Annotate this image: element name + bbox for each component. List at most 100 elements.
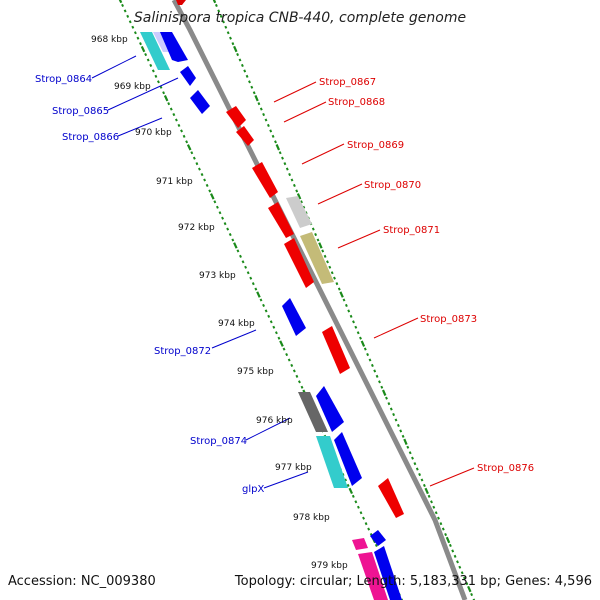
minor-tick [244,265,248,269]
minor-tick [182,134,186,138]
kbp-label: 968 kbp [91,35,128,45]
major-tick [140,45,146,53]
minor-tick [392,413,396,417]
minor-tick [213,200,217,204]
minor-tick [314,233,318,237]
gene-strop-0872[interactable] [282,298,306,336]
minor-tick [349,314,353,318]
backbone-line [171,0,468,600]
gene-label-strop-0873[interactable]: Strop_0873 [420,314,477,325]
minor-tick [300,385,304,389]
gene-pink-b[interactable] [358,552,388,600]
minor-tick [159,85,163,89]
minor-tick [259,298,263,302]
minor-tick [330,271,334,275]
major-tick [254,94,259,102]
gene-glpx-cyan[interactable] [316,436,348,488]
reverse-gene-labels: Strop_0864 Strop_0865 Strop_0866 Strop_0… [35,74,264,495]
gene-strop-0866b[interactable] [190,90,210,114]
minor-tick [337,287,341,291]
major-tick [445,536,451,544]
minor-tick [177,123,181,128]
major-tick [360,340,366,347]
gene-strop-0873[interactable] [322,326,350,374]
minor-tick [427,494,431,498]
minor-tick [351,494,355,498]
minor-tick [262,113,266,117]
minor-tick [251,282,255,286]
gene-blue-small[interactable] [370,530,386,546]
gene-strop-0868[interactable] [236,126,254,146]
minor-tick [374,543,378,548]
gene-label-strop-0865[interactable]: Strop_0865 [52,106,109,117]
minor-tick [370,363,374,367]
inner-tick-track [118,0,404,600]
gene-label-strop-0869[interactable]: Strop_0869 [347,140,404,151]
gene-label-glpx[interactable]: glpX [242,484,264,495]
minor-tick [367,527,371,531]
gene-strop-0866a[interactable] [180,66,196,86]
minor-tick [277,336,281,340]
gene-strop-0867[interactable] [226,106,246,128]
major-tick [467,585,472,593]
minor-tick [274,331,278,335]
outer-tick-track [212,0,476,600]
minor-tick [448,543,452,547]
minor-tick [437,516,440,520]
accession-text: Accession: NC_009380 [8,574,156,589]
minor-tick [465,582,469,586]
minor-tick [342,298,346,302]
gene-label-strop-0876[interactable]: Strop_0876 [477,463,534,474]
minor-tick [246,271,250,275]
minor-tick [223,222,227,226]
gene-label-strop-0874[interactable]: Strop_0874 [190,436,247,447]
gene-strop-0871-red[interactable] [284,238,314,288]
gene-strop-0864[interactable] [140,32,170,70]
minor-tick [422,483,426,487]
gene-label-strop-0872[interactable]: Strop_0872 [154,346,211,357]
minor-tick [344,478,348,482]
gene-strop-0870[interactable] [268,202,294,238]
minor-tick [359,511,363,515]
minor-tick [248,80,251,84]
gene-red-top[interactable] [176,0,186,5]
minor-tick [243,69,247,73]
gene-label-strop-0864[interactable]: Strop_0864 [35,74,92,85]
gene-strop-0874-gray[interactable] [298,392,328,432]
gene-strop-0876[interactable] [378,478,404,518]
minor-tick [298,380,301,384]
major-tick [118,0,123,4]
minor-tick [215,205,219,209]
gene-pink-a[interactable] [352,538,368,550]
gene-blue-bottom[interactable] [374,546,402,600]
minor-tick [214,3,218,7]
gene-glpx-blue[interactable] [334,432,362,486]
gene-strop-0869[interactable] [252,162,278,198]
gene-label-strop-0866[interactable]: Strop_0866 [62,132,119,143]
minor-tick [252,91,256,95]
minor-tick [126,14,130,18]
minor-tick [128,20,132,24]
kbp-label: 979 kbp [311,561,348,571]
kbp-label: 972 kbp [178,223,215,233]
minor-tick [470,593,474,597]
minor-tick [472,598,476,600]
minor-tick [269,129,273,133]
gene-label-strop-0868[interactable]: Strop_0868 [328,97,385,108]
minor-tick [316,238,320,242]
kbp-label: 973 kbp [199,271,236,281]
gene-strop-0865[interactable] [160,32,188,62]
minor-tick [185,140,189,144]
minor-tick [326,260,329,264]
minor-tick [389,407,393,411]
gene-strop-0874-blue[interactable] [316,386,344,432]
gene-strop-0870-gray[interactable] [286,196,312,228]
gene-label-strop-0870[interactable]: Strop_0870 [364,180,421,191]
gene-label-strop-0871[interactable]: Strop_0871 [383,225,440,236]
minor-tick [195,162,199,166]
gene-label-strop-0867[interactable]: Strop_0867 [319,77,376,88]
minor-tick [385,396,388,400]
minor-tick [285,167,289,171]
gene-strop-0871-olive[interactable] [300,232,334,284]
minor-tick [285,352,289,357]
